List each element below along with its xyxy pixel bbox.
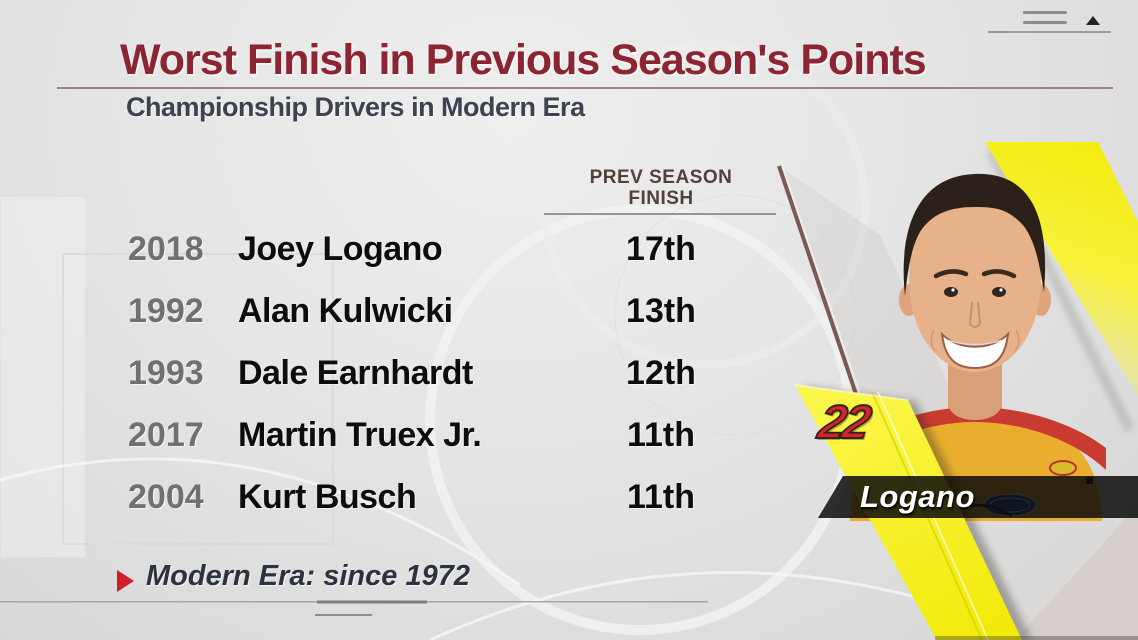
row-finish: 11th [626, 416, 696, 454]
page-subtitle: Championship Drivers in Modern Era [126, 92, 585, 122]
column-header-prev-season-finish: PREV SEASON FINISH [545, 167, 777, 209]
table-row: 1992 Alan Kulwicki 13th [0, 292, 780, 334]
row-driver: Martin Truex Jr. [238, 416, 482, 454]
column-header-line1: PREV SEASON [589, 167, 733, 188]
row-driver: Alan Kulwicki [238, 292, 453, 330]
chrome-divider-line [988, 31, 1111, 33]
row-year: 2004 [128, 478, 204, 516]
table-row: 2018 Joey Logano 17th [0, 230, 780, 272]
row-driver: Kurt Busch [238, 478, 417, 516]
row-year: 2018 [128, 230, 204, 268]
menu-lines-icon[interactable] [1023, 21, 1067, 24]
table-row: 1993 Dale Earnhardt 12th [0, 354, 780, 396]
page-title: Worst Finish in Previous Season's Points [120, 36, 927, 84]
column-header-line2: FINISH [628, 188, 694, 209]
table-row: 2017 Martin Truex Jr. 11th [0, 416, 780, 458]
row-finish: 17th [626, 230, 696, 268]
menu-lines-icon[interactable] [1023, 11, 1067, 14]
row-finish: 13th [626, 292, 696, 330]
name-band [818, 476, 1138, 518]
row-finish: 11th [626, 478, 696, 516]
row-year: 1992 [128, 292, 204, 330]
row-year: 1993 [128, 354, 204, 392]
footnote-text: Modern Era: since 1972 [146, 560, 470, 592]
table-row: 2004 Kurt Busch 11th [0, 478, 780, 520]
title-underline [57, 87, 1113, 89]
column-header-underline [544, 213, 776, 215]
row-year: 2017 [128, 416, 204, 454]
row-driver: Joey Logano [238, 230, 443, 268]
row-finish: 12th [626, 354, 696, 392]
driver-name-label: Logano [860, 479, 975, 514]
footnote-marker-icon [117, 570, 134, 592]
collapse-up-icon[interactable] [1086, 16, 1100, 25]
row-driver: Dale Earnhardt [238, 354, 473, 392]
